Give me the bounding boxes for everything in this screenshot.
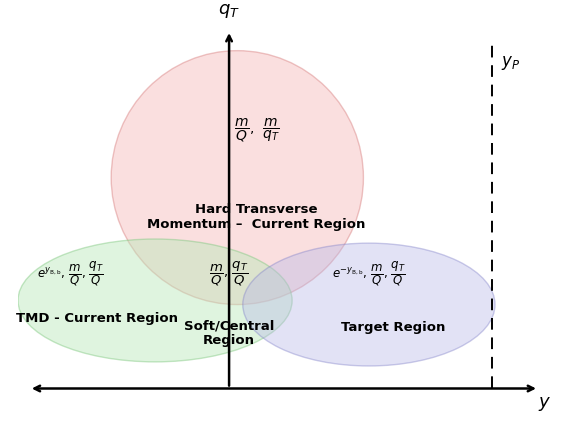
Text: $q_T$: $q_T$	[218, 2, 240, 20]
Text: $y_P$: $y_P$	[501, 54, 520, 72]
Text: Soft/Central
Region: Soft/Central Region	[184, 319, 274, 347]
Ellipse shape	[111, 50, 363, 304]
Text: $\dfrac{m}{Q}$,  $\dfrac{m}{q_T}$: $\dfrac{m}{Q}$, $\dfrac{m}{q_T}$	[234, 117, 280, 144]
Text: $e^{y_{\mathrm{B,b}}}$, $\dfrac{m}{Q}$, $\dfrac{q_T}{Q}$: $e^{y_{\mathrm{B,b}}}$, $\dfrac{m}{Q}$, …	[37, 260, 103, 287]
Text: $e^{-y_{\mathrm{B,b}}}$, $\dfrac{m}{Q}$, $\dfrac{q_T}{Q}$: $e^{-y_{\mathrm{B,b}}}$, $\dfrac{m}{Q}$,…	[332, 260, 406, 287]
Text: TMD - Current Region: TMD - Current Region	[16, 312, 179, 325]
Text: Target Region: Target Region	[341, 321, 446, 334]
Ellipse shape	[243, 243, 495, 366]
Text: Hard Transverse
Momentum –  Current Region: Hard Transverse Momentum – Current Regio…	[147, 203, 366, 231]
Text: $y$: $y$	[538, 395, 551, 413]
Text: $\dfrac{m}{Q}$, $\dfrac{q_T}{Q}$: $\dfrac{m}{Q}$, $\dfrac{q_T}{Q}$	[209, 260, 249, 288]
Ellipse shape	[18, 239, 292, 362]
